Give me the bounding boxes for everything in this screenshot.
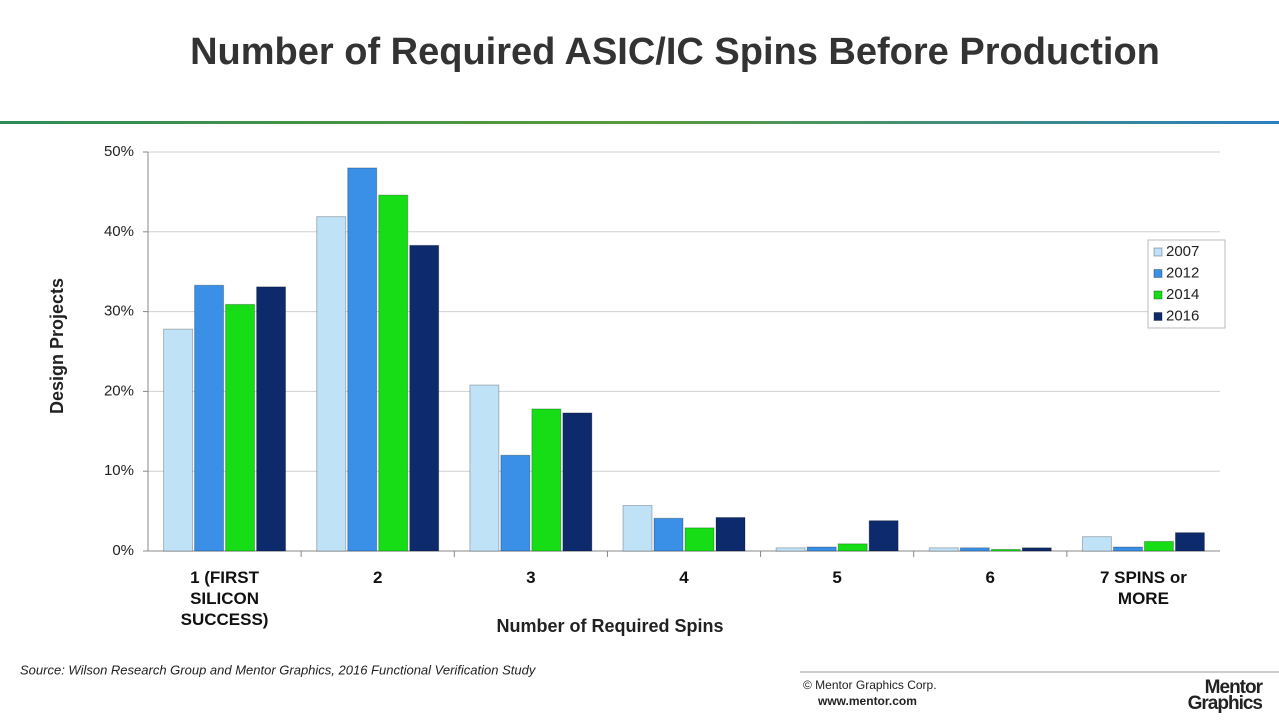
logo: Mentor	[1205, 677, 1264, 698]
x-tick-label: 7 SPINS or MORE	[1099, 568, 1187, 608]
x-tick-label: 2	[372, 568, 383, 587]
bar	[409, 244, 440, 552]
bar	[194, 284, 225, 552]
legend-label: 2014	[1166, 286, 1199, 303]
x-tick-label: 6	[985, 568, 996, 587]
chart-title: Number of Required ASIC/IC Spins Before …	[190, 31, 1160, 73]
bar	[1081, 536, 1112, 552]
bar	[531, 408, 562, 552]
bar	[378, 194, 409, 552]
bar	[959, 547, 990, 552]
x-tick-label: 1 (FIRST SILICON SUCCESS)	[180, 568, 269, 629]
bar	[225, 303, 256, 552]
bar	[1021, 547, 1052, 552]
y-axis-title: Design Projects	[47, 278, 67, 414]
legend-swatch	[1153, 312, 1163, 321]
bar	[653, 517, 684, 552]
bar	[256, 286, 287, 552]
legend-label: 2016	[1166, 307, 1199, 324]
bar	[837, 543, 868, 552]
bar	[347, 167, 378, 552]
bar	[990, 548, 1021, 552]
y-tick-label: 10%	[104, 462, 134, 479]
bar	[806, 546, 837, 552]
bar	[316, 216, 347, 552]
bar	[622, 505, 653, 552]
bar	[928, 547, 959, 552]
y-tick-label: 30%	[104, 303, 134, 320]
x-tick-label: 3	[526, 568, 536, 587]
bar	[868, 520, 899, 552]
bar	[163, 328, 194, 552]
x-axis-title: Number of Required Spins	[496, 616, 723, 636]
bar	[562, 412, 593, 552]
divider	[0, 121, 1279, 124]
bar	[1143, 540, 1174, 552]
y-tick-label: 50%	[104, 143, 134, 160]
x-tick-label: 5	[832, 568, 842, 587]
y-tick-label: 40%	[104, 223, 134, 240]
legend-swatch	[1153, 247, 1163, 257]
bar	[500, 454, 531, 552]
legend-label: 2012	[1166, 264, 1199, 281]
legend-label: 2007	[1166, 243, 1199, 260]
y-tick-label: 20%	[104, 382, 134, 399]
bar	[715, 516, 746, 552]
x-tick-label: 4	[679, 568, 689, 587]
bar	[775, 547, 806, 552]
source-note: Source: Wilson Research Group and Mentor…	[20, 662, 537, 677]
bar	[1174, 532, 1205, 552]
url: www.mentor.com	[817, 694, 917, 708]
legend-swatch	[1153, 290, 1163, 300]
y-tick-label: 0%	[112, 542, 134, 559]
bar	[1112, 546, 1143, 552]
bar	[469, 384, 500, 552]
bar	[684, 527, 715, 552]
copyright: © Mentor Graphics Corp.	[803, 678, 937, 692]
legend-swatch	[1153, 269, 1163, 278]
logo: Graphics	[1188, 693, 1263, 714]
